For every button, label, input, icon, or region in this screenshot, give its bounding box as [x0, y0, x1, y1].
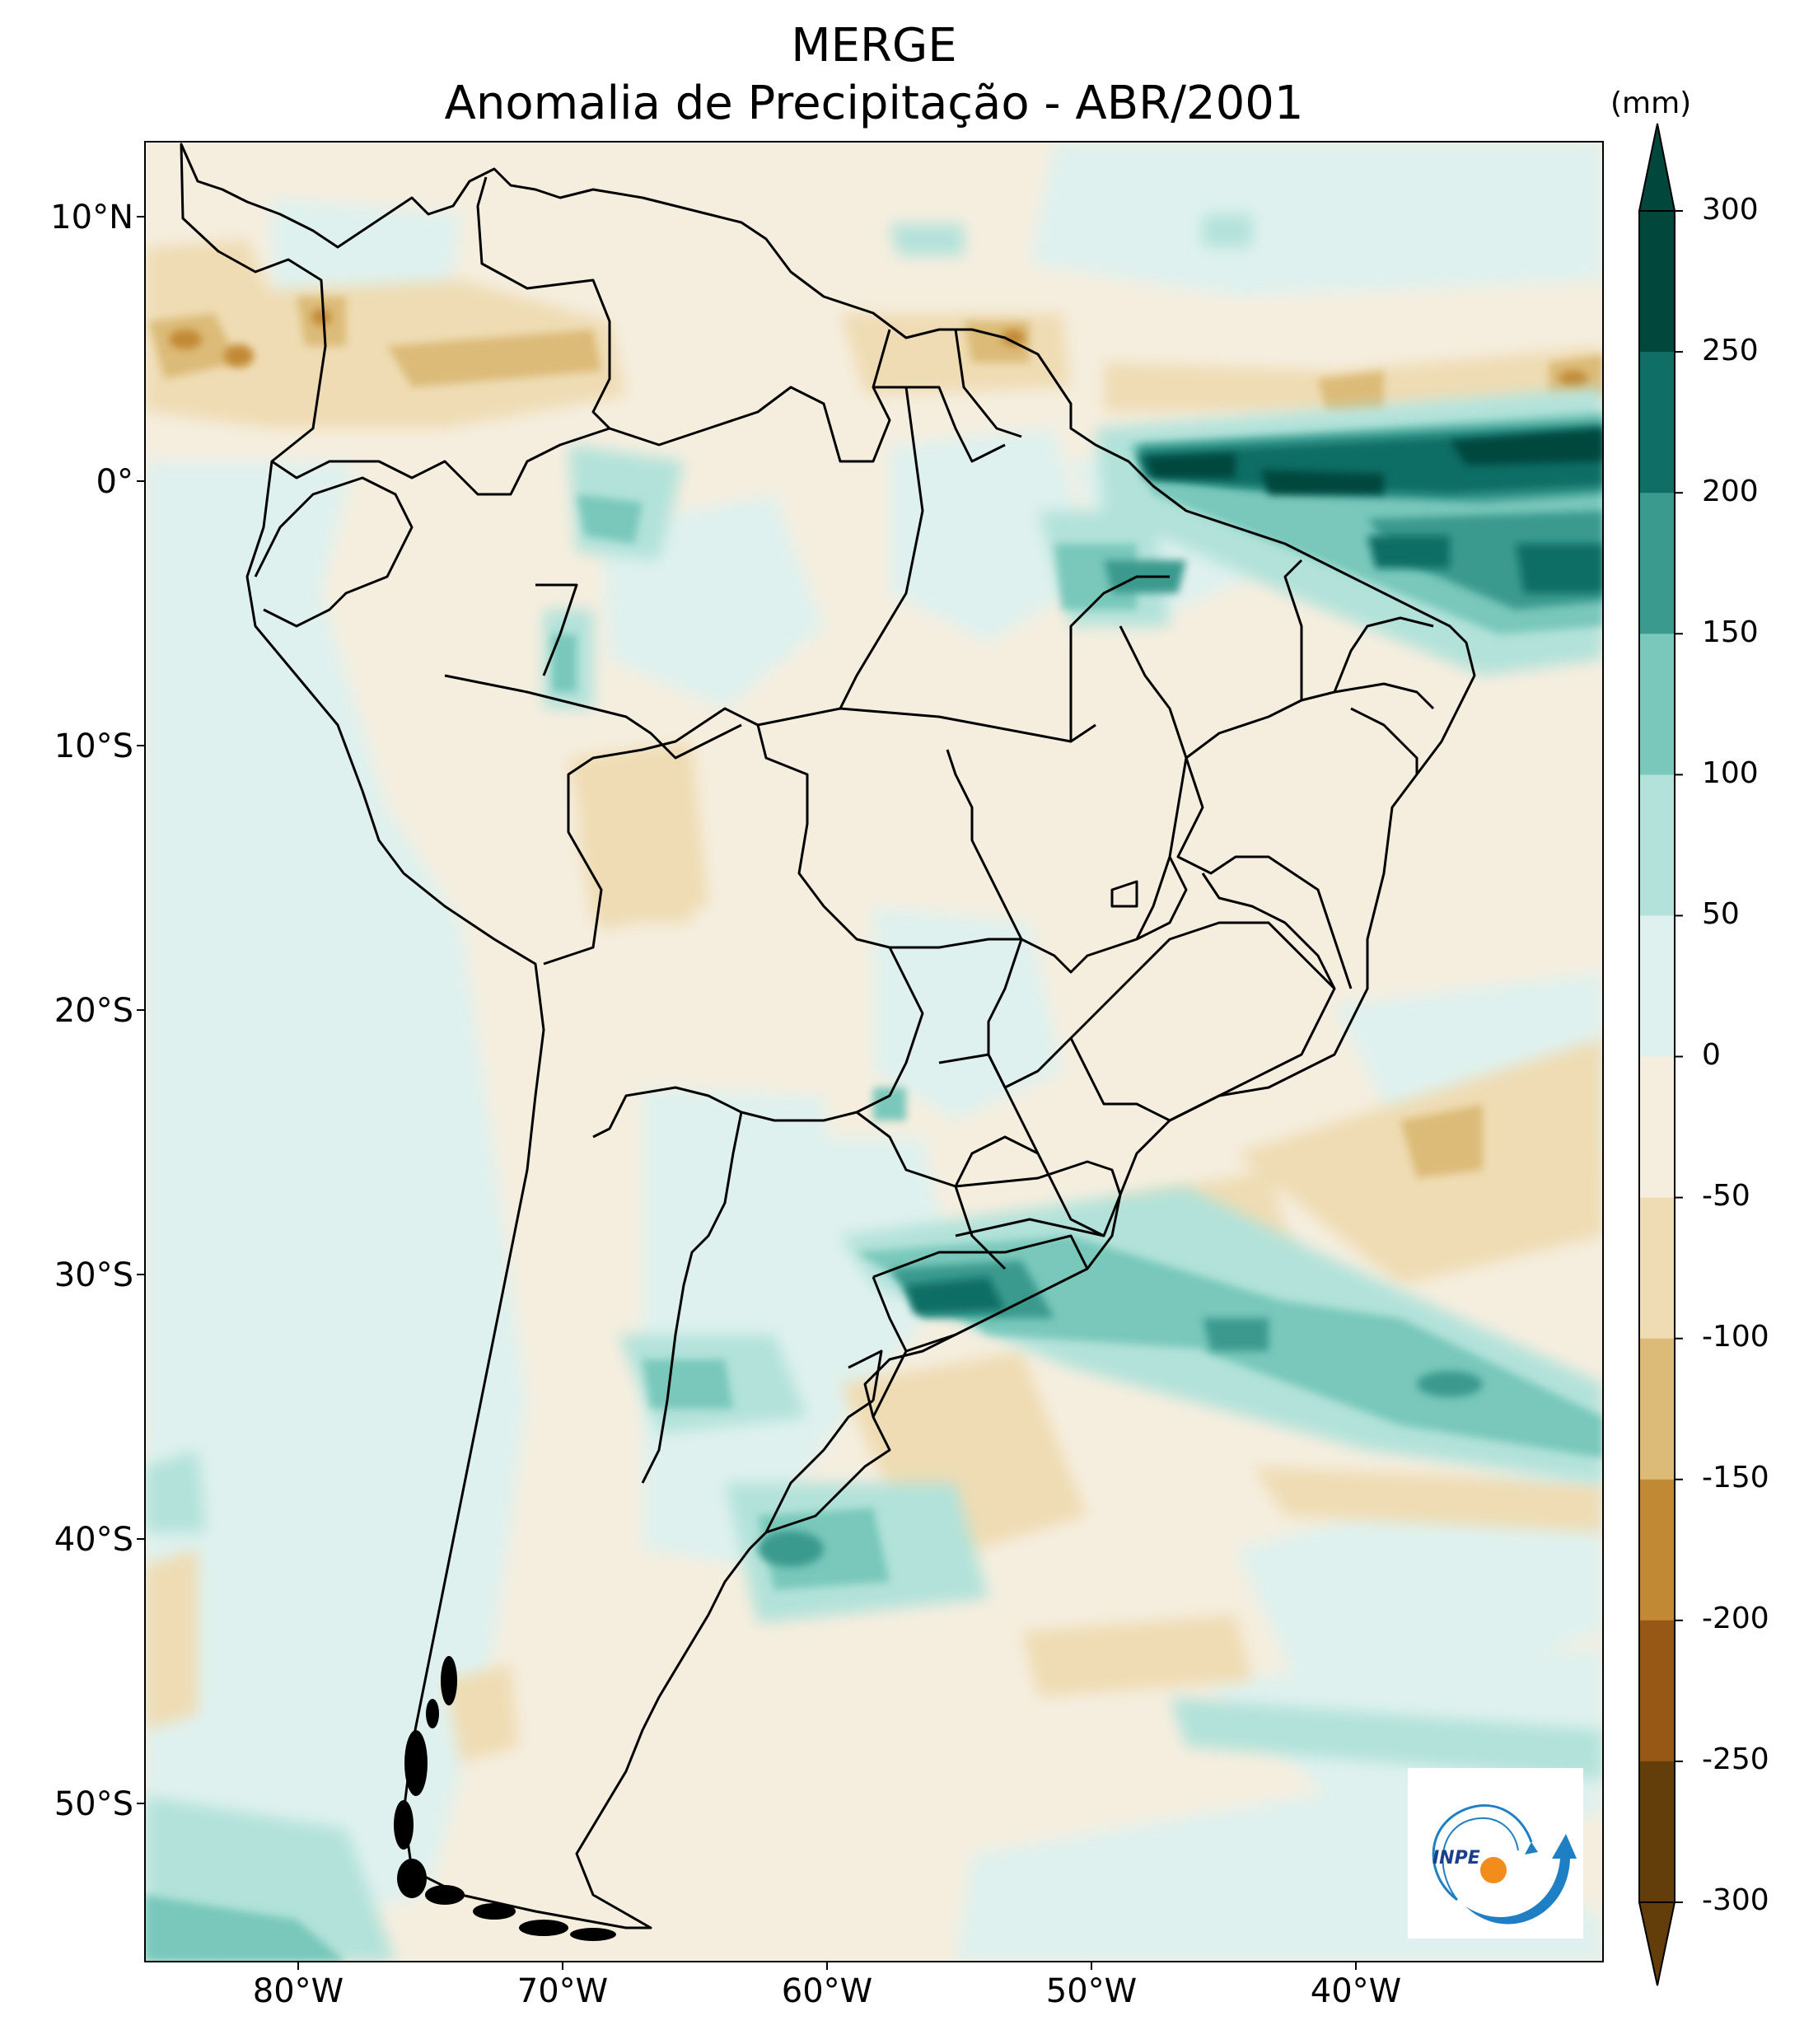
map-subtitle: Anomalia de Precipitação - ABR/2001: [444, 77, 1304, 130]
lon-label-40w: 40°W: [1310, 1972, 1402, 2010]
colorbar-band: [1639, 493, 1675, 634]
colorbar-band: [1639, 1338, 1675, 1480]
colorbar-band: [1639, 1620, 1675, 1762]
inpe-logo: INPE: [1408, 1768, 1583, 1939]
southern-coast-islands: [394, 1656, 616, 1941]
colorbar: [1638, 123, 1683, 1986]
anomaly-field: [145, 142, 1603, 1962]
colorbar-label: 200: [1702, 475, 1759, 508]
colorbar-label: 250: [1702, 334, 1759, 367]
colorbar-label: -150: [1702, 1461, 1769, 1494]
lat-label-20s: 20°S: [54, 992, 133, 1030]
colorbar-band: [1639, 915, 1675, 1057]
colorbar-label: 150: [1702, 615, 1759, 649]
colorbar-band: [1639, 1197, 1675, 1340]
inpe-logo-text: INPE: [1432, 1848, 1480, 1869]
axis-ticks: [137, 216, 1357, 1970]
colorbar-band: [1639, 774, 1675, 916]
lat-label-10s: 10°S: [54, 727, 133, 765]
colorbar-label: -250: [1702, 1742, 1769, 1776]
colorbar-label: 50: [1702, 897, 1740, 931]
colorbar-label: 0: [1702, 1038, 1721, 1072]
lat-label-10n: 10°N: [50, 199, 133, 236]
maximum-positive-anomaly: [1145, 428, 1603, 494]
colorbar-label: -50: [1702, 1179, 1750, 1213]
colorbar-max-extension: [1638, 123, 1676, 212]
colorbar-label: -100: [1702, 1320, 1769, 1354]
lat-label-40s: 40°S: [54, 1521, 133, 1559]
colorbar-band: [1639, 1056, 1675, 1199]
colorbar-band: [1639, 352, 1675, 493]
colorbar-label: 300: [1702, 193, 1759, 227]
lon-label-60w: 60°W: [781, 1972, 873, 2010]
colorbar-label: -200: [1702, 1602, 1769, 1635]
lat-label-0: 0°: [96, 463, 133, 501]
inpe-logo-icon: INPE: [1432, 1804, 1577, 1925]
colorbar-band: [1639, 1761, 1675, 1903]
colorbar-band: [1639, 211, 1675, 353]
lat-label-30s: 30°S: [54, 1256, 133, 1294]
colorbar-min-extension: [1638, 1901, 1676, 1986]
lon-label-50w: 50°W: [1045, 1972, 1138, 2010]
colorbar-label: 100: [1702, 756, 1759, 790]
country-borders: [180, 143, 1476, 1929]
lat-label-50s: 50°S: [54, 1785, 133, 1823]
colorbar-bands: [1639, 211, 1675, 1903]
colorbar-label: -300: [1702, 1883, 1769, 1917]
colorbar-band: [1639, 634, 1675, 775]
map-frame: [144, 141, 1604, 1962]
map-title: MERGE: [791, 19, 957, 72]
colorbar-unit: (mm): [1610, 87, 1692, 120]
colorbar-band: [1639, 1479, 1675, 1621]
strong-negative-anomaly: [169, 309, 1588, 387]
lon-label-70w: 70°W: [516, 1972, 609, 2010]
lon-label-80w: 80°W: [252, 1972, 344, 2010]
